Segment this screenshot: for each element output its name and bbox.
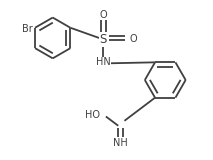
Text: O: O [129,34,137,44]
Text: S: S [100,33,107,46]
Text: NH: NH [113,138,128,148]
Text: HN: HN [96,57,111,68]
Text: Br: Br [22,24,33,34]
Text: O: O [100,10,107,20]
Text: HO: HO [85,110,100,120]
